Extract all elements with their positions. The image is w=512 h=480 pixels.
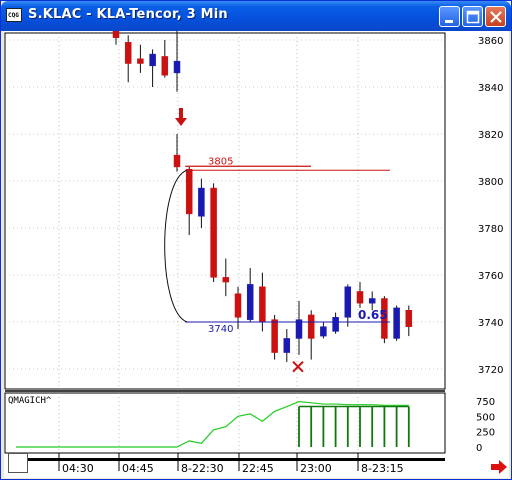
maximize-icon <box>466 10 480 24</box>
price-tick-label: 3760 <box>478 271 503 282</box>
indicator-tick-label: 250 <box>476 428 495 439</box>
candle-down <box>210 187 217 278</box>
ratio-label: 0.65 <box>358 308 388 322</box>
range-bracket <box>164 169 188 323</box>
minimize-button[interactable] <box>439 6 460 27</box>
candle-down <box>185 169 193 215</box>
time-tick-label: 22:45 <box>242 462 274 475</box>
candle-down <box>161 56 169 76</box>
candle-down <box>356 291 364 304</box>
time-tick-label: 04:45 <box>122 462 154 475</box>
indicator-tick-label: 750 <box>476 397 495 408</box>
price-tick-label: 3780 <box>478 224 503 235</box>
down-arrow-icon <box>175 108 187 126</box>
time-scroll-bar <box>28 458 445 461</box>
candle-down <box>124 42 132 64</box>
time-tick-label: 8-23:15 <box>361 462 404 475</box>
price-tick-label: 3840 <box>478 83 503 94</box>
indicator-line <box>16 401 409 448</box>
candle-down <box>234 293 242 318</box>
candle-up <box>332 317 339 332</box>
price-panel-frame <box>4 32 446 390</box>
time-tick-label: 8-22:30 <box>181 462 224 475</box>
candle-down <box>259 286 266 323</box>
minimize-icon <box>445 20 453 23</box>
candle-down <box>307 314 315 339</box>
candle-up <box>320 326 327 337</box>
candle-up <box>283 338 291 353</box>
x-mark-icon <box>292 360 304 373</box>
candle-up <box>246 284 254 320</box>
chart-corner-box[interactable] <box>8 453 28 473</box>
indicator-title: QMAGICH^ <box>8 396 52 406</box>
indicator-tick-label: 500 <box>476 412 495 423</box>
time-tick-label: 04:30 <box>62 462 94 475</box>
maximize-button[interactable] <box>462 6 483 27</box>
candle-down <box>137 58 144 64</box>
close-icon <box>490 11 502 23</box>
price-tick-label: 3860 <box>478 36 503 47</box>
close-button[interactable] <box>485 6 506 27</box>
candle-up <box>149 53 156 67</box>
window-title: S.KLAC - KLA-Tencor, 3 Min <box>28 7 228 22</box>
price-chart[interactable]: 3860 3840 3820 3800 3780 3760 3740 3720 04:30 04:… <box>4 31 509 478</box>
price-tick-label: 3800 <box>478 177 503 188</box>
candle-down <box>173 154 181 168</box>
app-icon-text: CQG <box>8 12 19 19</box>
title-bar[interactable]: CQG S.KLAC - KLA-Tencor, 3 Min <box>1 1 511 31</box>
chart-area[interactable]: 3860 3840 3820 3800 3780 3760 3740 3720 04:30 04:… <box>4 31 509 478</box>
candle-down <box>381 298 388 339</box>
price-tick-label: 3740 <box>478 318 503 329</box>
indicator-tick-label: 0 <box>476 443 482 454</box>
candle-up <box>344 286 352 318</box>
candle-up <box>295 319 303 339</box>
scroll-right-arrow-icon[interactable] <box>490 458 508 476</box>
price-tick-label: 3720 <box>478 365 503 376</box>
candle-down <box>112 31 120 38</box>
lower-level-label: 3740 <box>208 324 233 335</box>
cqg-logo-icon[interactable]: CQG <box>6 8 22 22</box>
upper-level-label: 3805 <box>208 156 233 167</box>
candle-down <box>222 277 230 283</box>
candle-up <box>368 298 376 304</box>
time-tick-label: 23:00 <box>300 462 332 475</box>
candle-up <box>173 60 181 74</box>
candle-up <box>393 307 400 339</box>
price-tick-label: 3820 <box>478 130 503 141</box>
candle-down <box>271 319 278 353</box>
candle-down <box>405 310 413 327</box>
candle-up <box>198 187 205 217</box>
indicator-panel-frame <box>4 392 446 454</box>
